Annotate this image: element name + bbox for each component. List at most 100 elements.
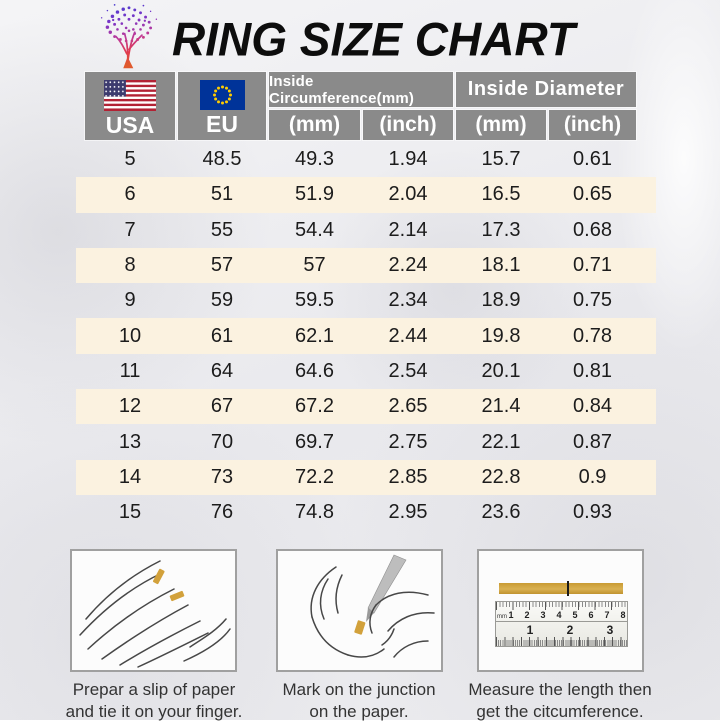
eu-size: 73 <box>210 465 234 488</box>
circumference-mm: 62.1 <box>295 324 334 347</box>
ruler-number: 5 <box>572 610 578 620</box>
usa-header-cell: USA <box>85 72 175 140</box>
circumference-mm: 59.5 <box>295 289 334 312</box>
ruler-number: 3 <box>606 623 614 637</box>
usa-size: 15 <box>118 501 142 524</box>
paper-slip-end <box>169 590 185 602</box>
table-row: 7 55 54.4 2.14 17.3 0.68 <box>76 213 656 248</box>
ruler-number: 8 <box>620 610 626 620</box>
diameter-mm: 22.1 <box>481 430 521 453</box>
eu-size: 76 <box>210 501 234 524</box>
usa-size: 12 <box>118 395 142 418</box>
eu-header-cell: EU <box>178 72 266 140</box>
diameter-mm: 17.3 <box>481 218 521 241</box>
eu-size: 51 <box>210 183 234 206</box>
circumference-mm: 74.8 <box>295 501 334 524</box>
circumference-mm: 51.9 <box>295 183 334 206</box>
circumference-inch: 2.95 <box>388 501 428 524</box>
usa-size: 10 <box>118 324 142 347</box>
usa-size: 14 <box>118 465 142 488</box>
usa-size: 8 <box>124 254 136 277</box>
usa-size: 13 <box>118 430 142 453</box>
circumference-inch: 2.04 <box>388 183 428 206</box>
circumference-inch: 2.14 <box>388 218 428 241</box>
usa-size: 11 <box>119 359 141 382</box>
diameter-mm: 20.1 <box>481 359 521 382</box>
circumference-inch: 2.44 <box>388 324 428 347</box>
diameter-mm-subheader: (mm) <box>456 110 546 140</box>
circumference-mm-subheader: (mm) <box>269 110 360 140</box>
table-row: 14 73 72.2 2.85 22.8 0.9 <box>76 459 656 495</box>
caption-line: on the paper. <box>309 701 409 721</box>
eu-size: 64 <box>210 359 234 382</box>
diameter-inch: 0.75 <box>573 289 612 312</box>
ruler-inch-numbers: 1 2 3 <box>496 622 627 637</box>
circumference-inch: 2.85 <box>388 465 428 488</box>
eu-size: 55 <box>210 218 234 241</box>
eu-size: 48.5 <box>202 148 242 171</box>
ruler-cm-numbers: mm 1 2 3 4 5 6 7 8 <box>496 610 627 622</box>
diameter-inch: 0.65 <box>573 183 612 206</box>
pen-icon <box>367 554 407 614</box>
usa-size: 5 <box>124 148 136 171</box>
table-row: 11 64 64.6 2.54 20.1 0.81 <box>76 354 656 389</box>
circumference-inch: 1.94 <box>388 148 428 171</box>
diameter-inch: 0.71 <box>573 254 612 277</box>
diameter-mm: 21.4 <box>481 395 521 418</box>
size-table-body: 5 48.5 49.3 1.94 15.7 0.61 6 51 51.9 2.0… <box>76 142 656 530</box>
circumference-inch: 2.65 <box>388 395 428 418</box>
usa-flag-icon <box>104 79 156 111</box>
table-row: 8 57 57 2.24 18.1 0.71 <box>76 247 656 284</box>
ruler-number: 1 <box>508 610 514 620</box>
table-row: 9 59 59.5 2.34 18.9 0.75 <box>76 283 656 318</box>
diameter-inch: 0.87 <box>573 430 612 453</box>
size-table-header: USA EU Inside Circumference(mm) Inside D… <box>85 72 636 140</box>
circumference-inch: 2.24 <box>388 254 428 277</box>
eu-size: 61 <box>210 324 234 347</box>
diameter-mm: 19.8 <box>481 324 521 347</box>
eu-size: 70 <box>210 430 234 453</box>
step3-caption: Measure the length then get the citcumfe… <box>445 679 675 723</box>
caption-line: and tie it on your finger. <box>65 701 243 721</box>
diameter-mm: 18.1 <box>481 254 521 277</box>
circumference-mm: 54.4 <box>295 218 334 241</box>
caption-line: Mark on the junction <box>282 680 436 699</box>
eu-flag-icon <box>199 80 245 110</box>
circumference-inch: 2.34 <box>388 289 428 312</box>
eu-size: 59 <box>210 289 234 312</box>
measure-mark <box>567 581 569 596</box>
usa-size: 9 <box>124 289 136 312</box>
ruler-inch-ticks <box>496 637 627 646</box>
eu-size: 67 <box>210 395 234 418</box>
diameter-header-cell: Inside Diameter <box>456 72 636 107</box>
step1-caption: Prepar a slip of paper and tie it on you… <box>39 679 269 723</box>
diameter-inch: 0.78 <box>573 324 612 347</box>
table-row: 10 61 62.1 2.44 19.8 0.78 <box>76 318 656 354</box>
usa-size: 7 <box>124 218 136 241</box>
diameter-inch: 0.81 <box>573 359 612 382</box>
table-row: 13 70 69.7 2.75 22.1 0.87 <box>76 424 656 459</box>
circumference-header-cell: Inside Circumference(mm) <box>269 72 453 107</box>
ruler-number: 4 <box>556 610 562 620</box>
diameter-inch: 0.68 <box>573 218 612 241</box>
diameter-inch: 0.61 <box>573 148 612 171</box>
diameter-inch: 0.84 <box>573 395 612 418</box>
diameter-inch-subheader: (inch) <box>549 110 636 140</box>
step2-illustration-box <box>276 549 443 672</box>
tree-trunk-base <box>123 56 134 69</box>
usa-header-label: USA <box>105 111 155 138</box>
diameter-mm: 23.6 <box>481 501 521 524</box>
paper-slip-on-finger <box>152 568 165 585</box>
page-title: RING SIZE CHART <box>172 12 575 66</box>
diameter-inch: 0.9 <box>578 465 607 488</box>
caption-line: get the citcumference. <box>476 701 644 721</box>
circumference-mm: 67.2 <box>295 395 334 418</box>
circumference-mm: 57 <box>303 254 326 277</box>
tree-of-life-logo-icon <box>100 4 158 69</box>
caption-line: Measure the length then <box>468 680 652 699</box>
table-row: 15 76 74.8 2.95 23.6 0.93 <box>76 495 656 530</box>
diameter-mm: 15.7 <box>481 148 521 171</box>
eu-header-label: EU <box>206 111 238 137</box>
paper-slip-on-finger <box>354 620 366 635</box>
